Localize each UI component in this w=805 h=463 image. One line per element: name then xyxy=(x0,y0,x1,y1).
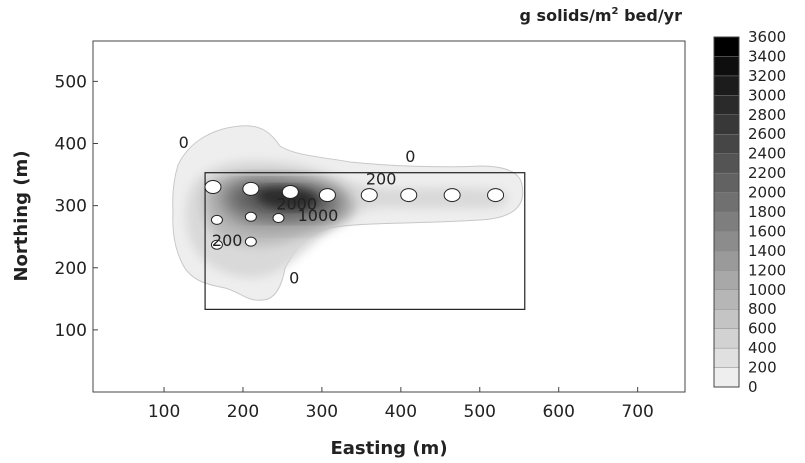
contour-label: 1000 xyxy=(298,206,339,225)
colorbar-tick-label: 2600 xyxy=(748,125,786,143)
colorbar-band xyxy=(714,329,739,348)
colorbar-band xyxy=(714,270,739,289)
x-tick-label: 100 xyxy=(148,402,180,422)
contour-label: 200 xyxy=(212,231,243,250)
x-tick-label: 700 xyxy=(621,402,653,422)
source-marker xyxy=(444,189,460,202)
colorbar-band xyxy=(714,251,739,270)
colorbar-tick-label: 2800 xyxy=(748,106,786,124)
colorbar-tick-label: 600 xyxy=(748,320,777,338)
source-marker xyxy=(401,189,417,202)
source-marker xyxy=(211,215,222,224)
colorbar-band xyxy=(714,115,739,134)
colorbar-unit-rest: bed/yr xyxy=(619,6,683,25)
colorbar-unit-label: g solids/m2 bed/yr xyxy=(520,6,683,25)
colorbar-tick-label: 3000 xyxy=(748,86,786,104)
colorbar-band xyxy=(714,231,739,250)
colorbar-band xyxy=(714,368,739,387)
colorbar-tick-label: 2400 xyxy=(748,145,786,163)
colorbar-band xyxy=(714,56,739,75)
colorbar-unit-sup: 2 xyxy=(612,6,619,17)
colorbar-tick-label: 3600 xyxy=(748,28,786,46)
colorbar-tick-label: 0 xyxy=(748,378,758,396)
y-tick-label: 300 xyxy=(55,197,87,217)
colorbar-band xyxy=(714,193,739,212)
contour-label: 0 xyxy=(179,133,189,152)
colorbar-tick-label: 1600 xyxy=(748,222,786,240)
contour-label: 0 xyxy=(289,268,299,287)
x-axis-label: Easting (m) xyxy=(330,438,447,459)
source-marker xyxy=(243,182,259,195)
source-marker xyxy=(273,214,284,223)
colorbar-tick-label: 3400 xyxy=(748,47,786,65)
colorbar-band xyxy=(714,76,739,95)
source-marker xyxy=(488,189,504,202)
colorbar-tick-label: 1800 xyxy=(748,203,786,221)
source-marker xyxy=(205,180,221,193)
colorbar-band xyxy=(714,348,739,367)
colorbar-unit-base: g solids/m xyxy=(520,6,612,25)
colorbar-band xyxy=(714,173,739,192)
colorbar-band xyxy=(714,290,739,309)
y-axis: 100 200 300 400 500 xyxy=(55,72,98,340)
contour-label: 0 xyxy=(405,147,415,166)
colorbar-tick-label: 400 xyxy=(748,339,777,357)
y-axis-label: Northing (m) xyxy=(11,150,32,281)
y-tick-label: 200 xyxy=(55,259,87,279)
colorbar-tick-label: 3200 xyxy=(748,67,786,85)
colorbar-band xyxy=(714,95,739,114)
colorbar-band xyxy=(714,154,739,173)
colorbar-band xyxy=(714,134,739,153)
y-tick-label: 100 xyxy=(55,321,87,341)
contour-label: 200 xyxy=(366,170,397,189)
x-tick-label: 600 xyxy=(542,402,574,422)
colorbar-tick-label: 2200 xyxy=(748,164,786,182)
source-marker xyxy=(319,189,335,202)
colorbar-tick-label: 2000 xyxy=(748,184,786,202)
colorbar-tick-label: 1400 xyxy=(748,242,786,260)
source-marker xyxy=(245,237,256,246)
colorbar-tick-label: 800 xyxy=(748,300,777,318)
x-tick-label: 400 xyxy=(385,402,417,422)
x-tick-label: 500 xyxy=(464,402,496,422)
colorbar-tick-label: 1000 xyxy=(748,281,786,299)
colorbar-band xyxy=(714,309,739,328)
colorbar-band xyxy=(714,212,739,231)
x-tick-label: 200 xyxy=(227,402,259,422)
colorbar-tick-label: 1200 xyxy=(748,261,786,279)
source-marker xyxy=(361,189,377,202)
colorbar-band xyxy=(714,37,739,56)
y-tick-label: 400 xyxy=(55,135,87,155)
source-marker xyxy=(245,212,256,221)
y-tick-label: 500 xyxy=(55,72,87,92)
x-tick-label: 300 xyxy=(306,402,338,422)
colorbar-tick-label: 200 xyxy=(748,359,777,377)
